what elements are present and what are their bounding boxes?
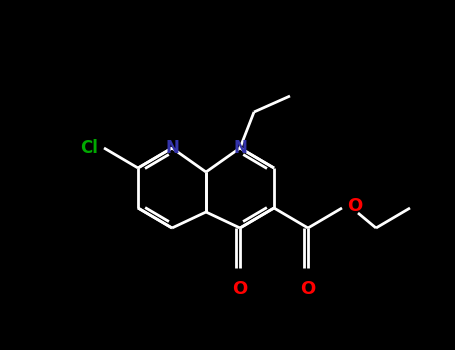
Text: Cl: Cl bbox=[80, 139, 98, 157]
Text: O: O bbox=[300, 280, 316, 298]
Text: N: N bbox=[233, 139, 247, 157]
Text: O: O bbox=[233, 280, 248, 298]
Text: O: O bbox=[347, 197, 362, 215]
Text: N: N bbox=[165, 139, 179, 157]
